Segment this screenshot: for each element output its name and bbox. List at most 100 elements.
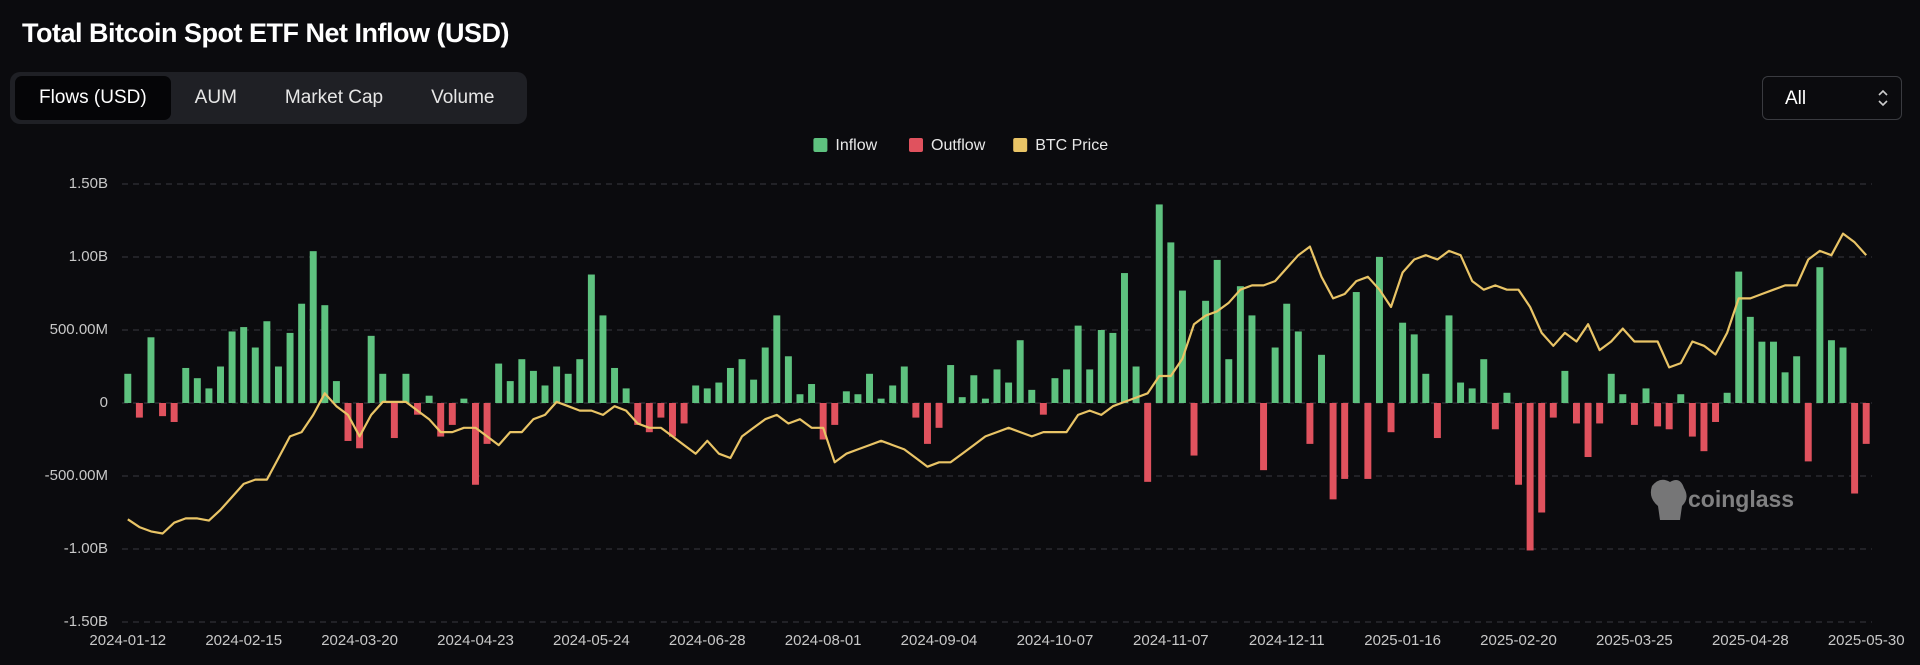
bar <box>1503 392 1511 403</box>
bar <box>1596 403 1604 424</box>
bar <box>1121 273 1128 403</box>
legend-label: Outflow <box>931 137 986 154</box>
bar <box>1422 373 1430 403</box>
x-tick-label: 2024-06-28 <box>669 632 746 649</box>
bar <box>993 369 1001 403</box>
bar <box>669 403 676 437</box>
bar <box>1549 403 1557 418</box>
bar <box>1039 403 1047 415</box>
y-tick-label: -1.00B <box>64 540 108 557</box>
bar <box>1074 325 1082 403</box>
range-select[interactable]: All <box>1762 76 1902 120</box>
legend-swatch <box>909 138 923 152</box>
bar <box>819 403 827 440</box>
bar <box>251 347 259 403</box>
bar <box>1028 389 1036 403</box>
bar <box>344 403 352 441</box>
bar <box>529 370 537 403</box>
bar <box>1491 403 1499 430</box>
bar <box>1132 366 1140 403</box>
bar <box>1712 403 1720 422</box>
bar <box>1410 334 1418 403</box>
bar <box>1839 347 1847 403</box>
tab[interactable]: Volume <box>431 87 495 108</box>
bar <box>414 403 422 415</box>
x-tick-label: 2024-08-01 <box>785 632 862 649</box>
bar <box>1735 271 1743 403</box>
bar <box>1433 403 1441 439</box>
bar <box>1306 403 1314 444</box>
y-tick-label: 500.00M <box>50 321 108 338</box>
bar <box>309 251 317 403</box>
bar <box>472 403 479 485</box>
bar <box>553 366 561 403</box>
bar <box>1607 373 1615 403</box>
bar <box>564 373 572 403</box>
legend: Inflow Outflow BTC Price <box>813 137 1108 154</box>
bar <box>1804 403 1812 462</box>
bar <box>900 366 908 403</box>
bar <box>1526 403 1534 551</box>
bar <box>1827 340 1835 403</box>
bar <box>1144 403 1152 482</box>
tab[interactable]: Market Cap <box>284 87 384 108</box>
bar <box>935 403 943 428</box>
bar <box>1457 382 1465 403</box>
bar <box>784 356 792 403</box>
bar <box>240 327 248 403</box>
bar <box>947 365 955 403</box>
bar <box>726 367 734 403</box>
bar <box>367 335 375 403</box>
x-tick-label: 2025-02-20 <box>1480 632 1557 649</box>
y-tick-label: -500.00M <box>45 467 108 484</box>
bar <box>1190 403 1198 456</box>
bar <box>611 367 619 403</box>
range-select-label: All <box>1785 88 1807 109</box>
y-tick-label: 0 <box>100 394 108 411</box>
bar <box>1225 359 1233 403</box>
bar <box>599 315 607 403</box>
watermark-text: coinglass <box>1688 486 1794 512</box>
bar <box>1746 316 1754 403</box>
x-tick-label: 2024-10-07 <box>1017 632 1094 649</box>
legend-label: BTC Price <box>1035 137 1108 154</box>
bar <box>1700 403 1708 452</box>
bar <box>402 373 410 403</box>
bar <box>1271 347 1279 403</box>
bar <box>1630 403 1638 425</box>
bar <box>1005 382 1013 403</box>
tab[interactable]: Flows (USD) <box>15 76 171 120</box>
bar <box>622 388 630 403</box>
bar <box>1515 403 1522 485</box>
bar <box>587 274 595 403</box>
x-tick-label: 2025-01-16 <box>1364 632 1441 649</box>
bar <box>1468 388 1476 403</box>
bar <box>460 398 468 403</box>
bar <box>970 375 978 403</box>
bar <box>205 388 213 403</box>
tab-bar: Flows (USD) AUM Market Cap Volume <box>10 72 527 124</box>
bar <box>1793 356 1801 403</box>
bar <box>332 381 340 403</box>
bar <box>1851 403 1859 494</box>
bar <box>1862 403 1870 444</box>
bar <box>1770 341 1777 403</box>
x-tick-label: 2024-04-23 <box>437 632 514 649</box>
x-tick-label: 2024-01-12 <box>89 632 166 649</box>
bar <box>1665 403 1673 430</box>
bar <box>889 385 897 403</box>
bar <box>1260 403 1268 471</box>
watermark: coinglass <box>1650 479 1794 520</box>
x-tick-label: 2024-02-15 <box>205 632 282 649</box>
x-tick-label: 2025-03-25 <box>1596 632 1673 649</box>
bar <box>356 403 364 449</box>
bar <box>657 403 665 418</box>
bar <box>1248 315 1256 403</box>
bar <box>715 382 723 403</box>
bar <box>1086 369 1094 403</box>
bar <box>1619 394 1627 403</box>
bar <box>958 397 966 403</box>
tab[interactable]: AUM <box>194 87 237 108</box>
